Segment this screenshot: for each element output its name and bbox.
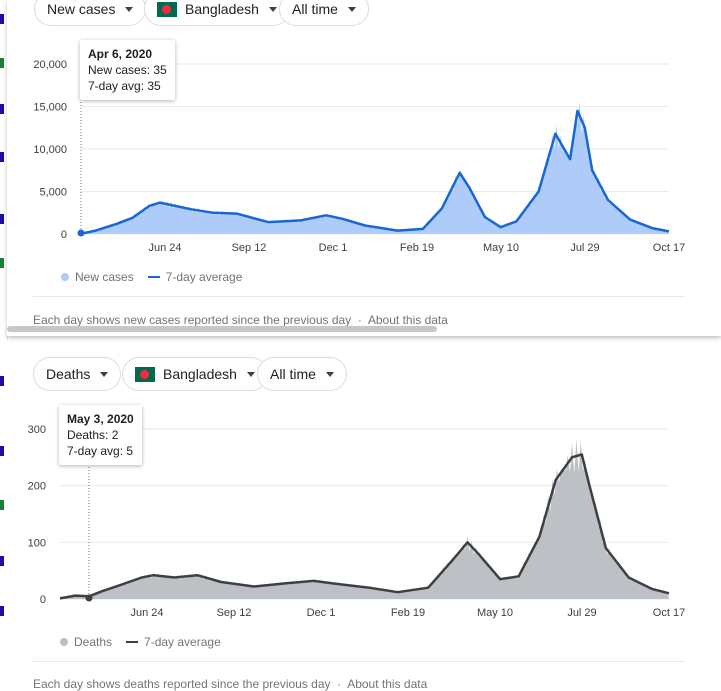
y-tick-label: 20,000	[33, 59, 67, 71]
x-tick-label: Jul 29	[567, 607, 596, 619]
metric-dropdown-label: New cases	[47, 1, 116, 17]
average-line	[59, 453, 670, 600]
country-dropdown-label: Bangladesh	[185, 1, 259, 17]
country-dropdown-label: Bangladesh	[163, 366, 237, 382]
y-tick-label: 0	[61, 229, 67, 241]
legend-bars-swatch	[60, 638, 68, 646]
about-data-link[interactable]: About this data	[367, 313, 448, 327]
range-dropdown-label: All time	[292, 1, 338, 17]
footer-text: Each day shows new cases reported since …	[33, 313, 352, 327]
y-tick-label: 200	[28, 481, 46, 493]
horizontal-scrollbar[interactable]	[7, 326, 437, 332]
legend-bars-label: Deaths	[74, 635, 113, 649]
y-tick-label: 300	[28, 424, 46, 436]
x-tick-label: Dec 1	[319, 242, 348, 254]
daily-bars-area	[60, 438, 669, 599]
legend-line-label: 7-day average	[165, 270, 243, 284]
daily-bars-area	[81, 101, 669, 235]
legend-bars-label: New cases	[75, 270, 134, 284]
cases-chart[interactable]: 0 5,000 10,000 15,000 20,000 Jun 24 Sep 12 Dec …	[7, 0, 721, 336]
footer-note: Each day shows deaths reported since the…	[33, 677, 428, 691]
divider	[33, 661, 685, 662]
x-tick-label: May 10	[477, 607, 513, 619]
metric-dropdown-label: Deaths	[46, 366, 91, 382]
tooltip-value: New cases: 35	[88, 63, 167, 77]
chevron-down-icon	[246, 371, 255, 377]
y-tick-label: 10,000	[33, 144, 67, 156]
range-dropdown-label: All time	[270, 366, 316, 382]
tooltip-average: 7-day avg: 35	[88, 79, 161, 93]
range-dropdown[interactable]: All time	[257, 357, 347, 391]
x-tick-label: Oct 17	[653, 242, 685, 254]
y-tick-label: 0	[40, 594, 46, 606]
x-tick-label: Oct 17	[653, 607, 685, 619]
x-tick-label: Feb 19	[391, 607, 425, 619]
legend-line-swatch	[147, 276, 160, 278]
cases-chart-card: New cases Bangladesh All time 0 5,000 10,0…	[7, 0, 721, 336]
chevron-down-icon	[325, 371, 334, 377]
x-tick-label: Sep 12	[217, 607, 252, 619]
tooltip-date: May 3, 2020	[67, 412, 134, 426]
chart-legend: Deaths 7-day average	[60, 635, 221, 649]
y-tick-label: 5,000	[39, 187, 67, 199]
bangladesh-flag-icon	[135, 366, 155, 382]
x-tick-label: Feb 19	[400, 242, 434, 254]
tooltip-average: 7-day avg: 5	[67, 444, 134, 458]
y-tick-label: 15,000	[33, 102, 67, 114]
deaths-chart[interactable]: 0 100 200 300 Jun 24 Sep 12 Dec 1 Feb 19 May 10 J…	[7, 340, 721, 687]
divider	[33, 296, 685, 297]
chevron-down-icon	[125, 6, 134, 12]
y-tick-label: 100	[28, 537, 46, 549]
chart-legend: New cases 7-day average	[61, 270, 242, 284]
hover-marker	[77, 229, 85, 237]
chevron-down-icon	[100, 371, 109, 377]
legend-line-label: 7-day average	[144, 635, 221, 649]
bangladesh-flag-icon	[157, 1, 177, 17]
hover-marker	[85, 594, 93, 602]
x-tick-label: Sep 12	[232, 242, 267, 254]
x-tick-label: May 10	[483, 242, 519, 254]
legend-bars-swatch	[61, 273, 69, 281]
x-tick-label: Jul 29	[570, 242, 599, 254]
footer-text: Each day shows deaths reported since the…	[33, 677, 331, 691]
x-tick-label: Jun 24	[148, 242, 181, 254]
range-dropdown[interactable]: All time	[279, 0, 369, 26]
chevron-down-icon	[347, 6, 356, 12]
about-data-link[interactable]: About this data	[347, 677, 428, 691]
metric-dropdown[interactable]: New cases	[34, 0, 147, 26]
tooltip-value: Deaths: 2	[67, 428, 119, 442]
x-tick-label: Jun 24	[130, 607, 163, 619]
tooltip-date: Apr 6, 2020	[88, 47, 153, 61]
metric-dropdown[interactable]: Deaths	[33, 357, 122, 391]
country-dropdown[interactable]: Bangladesh	[122, 357, 268, 391]
legend-line-swatch	[126, 641, 139, 643]
footer-note: Each day shows new cases reported since …	[33, 313, 448, 327]
deaths-chart-card: Deaths Bangladesh All time 0 100 200 300 Jun…	[7, 340, 721, 691]
chart-tooltip: Apr 6, 2020 New cases: 35 7-day avg: 35	[80, 40, 175, 100]
x-tick-label: Dec 1	[307, 607, 336, 619]
chart-tooltip: May 3, 2020 Deaths: 2 7-day avg: 5	[59, 405, 142, 465]
average-line	[80, 109, 670, 235]
chevron-down-icon	[268, 6, 277, 12]
